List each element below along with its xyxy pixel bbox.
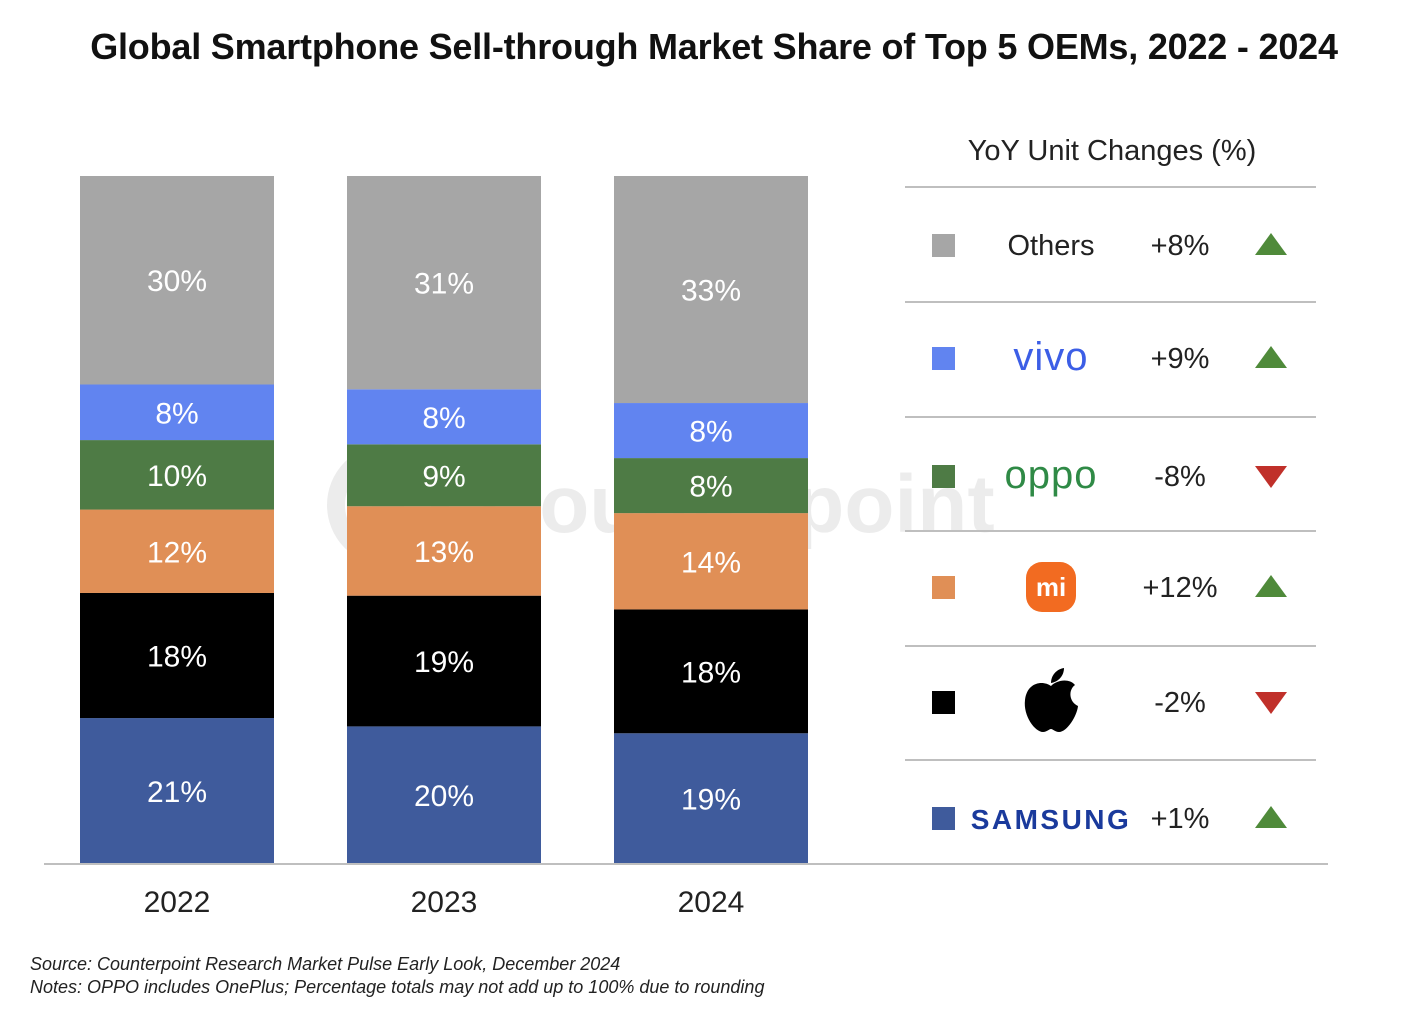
data-label-others-2022: 30% — [147, 265, 207, 298]
up-triangle-icon — [1255, 575, 1287, 597]
legend-title: YoY Unit Changes (%) — [968, 135, 1257, 167]
legend-row-samsung: SAMSUNG +1% — [932, 803, 1287, 835]
data-label-samsung-2023: 20% — [414, 780, 474, 813]
bars-layer: 21% 18% 12% 10% 8% 30% 20% 19% 13% 9% 8% 31% 19% 18% 1… — [80, 176, 808, 864]
legend-yoy-apple: -2% — [1154, 687, 1206, 719]
bar-vivo-2024 — [614, 403, 808, 459]
data-label-samsung-2024: 19% — [681, 784, 741, 817]
source-note: Source: Counterpoint Research Market Pul… — [30, 954, 621, 974]
bar-oppo-2022 — [80, 440, 274, 510]
oppo-logo: oppo — [1005, 453, 1098, 497]
data-label-apple-2022: 18% — [147, 641, 207, 674]
data-label-oppo-2023: 9% — [422, 460, 465, 493]
samsung-logo: SAMSUNG — [971, 804, 1132, 835]
mi-logo: mi — [1026, 562, 1076, 612]
bar-apple-2023 — [347, 595, 541, 727]
data-label-xiaomi-2023: 13% — [414, 536, 474, 569]
data-label-xiaomi-2024: 14% — [681, 546, 741, 579]
vivo-logo: vivo — [1013, 335, 1088, 379]
bar-oppo-2023 — [347, 444, 541, 507]
up-triangle-icon — [1255, 233, 1287, 255]
data-label-xiaomi-2022: 12% — [147, 536, 207, 569]
data-label-apple-2024: 18% — [681, 656, 741, 689]
x-tick-2022: 2022 — [144, 886, 211, 919]
bar-others-2024 — [614, 176, 808, 404]
legend-label-others: Others — [1007, 230, 1094, 262]
up-triangle-icon — [1255, 346, 1287, 368]
legend-yoy-oppo: -8% — [1154, 461, 1206, 493]
data-label-others-2024: 33% — [681, 275, 741, 308]
apple-logo — [1024, 668, 1078, 732]
bar-others-2023 — [347, 176, 541, 390]
down-triangle-icon — [1255, 692, 1287, 714]
data-label-samsung-2022: 21% — [147, 776, 207, 809]
legend-row-xiaomi: mi +12% — [932, 562, 1287, 612]
legend-row-oppo: oppo -8% — [932, 453, 1287, 497]
bar-apple-2024 — [614, 609, 808, 734]
rounding-note: Notes: OPPO includes OnePlus; Percentage… — [30, 977, 765, 997]
legend-row-vivo: vivo +9% — [932, 335, 1287, 379]
legend-row-others: Others +8% — [932, 230, 1287, 262]
bar-apple-2022 — [80, 592, 274, 719]
legend-swatch-others — [932, 234, 955, 257]
data-label-vivo-2023: 8% — [422, 402, 465, 435]
bar-samsung-2023 — [347, 726, 541, 864]
data-label-vivo-2024: 8% — [689, 416, 732, 449]
up-triangle-icon — [1255, 806, 1287, 828]
legend-yoy-vivo: +9% — [1151, 343, 1210, 375]
legend: YoY Unit Changes (%) Others +8% vivo +9% opp… — [905, 135, 1316, 835]
data-label-apple-2023: 19% — [414, 646, 474, 679]
chart-title: Global Smartphone Sell-through Market Sh… — [90, 26, 1338, 67]
legend-yoy-samsung: +1% — [1151, 803, 1210, 835]
bar-samsung-2022 — [80, 718, 274, 864]
legend-yoy-xiaomi: +12% — [1143, 572, 1218, 604]
bar-vivo-2022 — [80, 384, 274, 441]
bar-samsung-2024 — [614, 733, 808, 864]
legend-swatch-xiaomi — [932, 576, 955, 599]
legend-swatch-samsung — [932, 807, 955, 830]
x-tick-labels: 2022 2023 2024 — [144, 886, 745, 919]
bar-oppo-2024 — [614, 458, 808, 514]
x-tick-2024: 2024 — [678, 886, 745, 919]
bar-xiaomi-2022 — [80, 509, 274, 593]
bar-xiaomi-2024 — [614, 513, 808, 610]
bar-others-2022 — [80, 176, 274, 385]
bar-xiaomi-2023 — [347, 506, 541, 596]
data-label-vivo-2022: 8% — [155, 397, 198, 430]
legend-swatch-vivo — [932, 347, 955, 370]
down-triangle-icon — [1255, 466, 1287, 488]
legend-swatch-apple — [932, 691, 955, 714]
legend-swatch-oppo — [932, 465, 955, 488]
bar-vivo-2023 — [347, 389, 541, 445]
data-label-oppo-2024: 8% — [689, 471, 732, 504]
legend-row-apple: -2% — [932, 668, 1287, 732]
data-label-oppo-2022: 10% — [147, 460, 207, 493]
x-tick-2023: 2023 — [411, 886, 478, 919]
data-label-others-2023: 31% — [414, 268, 474, 301]
legend-yoy-others: +8% — [1151, 230, 1210, 262]
svg-text:mi: mi — [1036, 572, 1066, 602]
